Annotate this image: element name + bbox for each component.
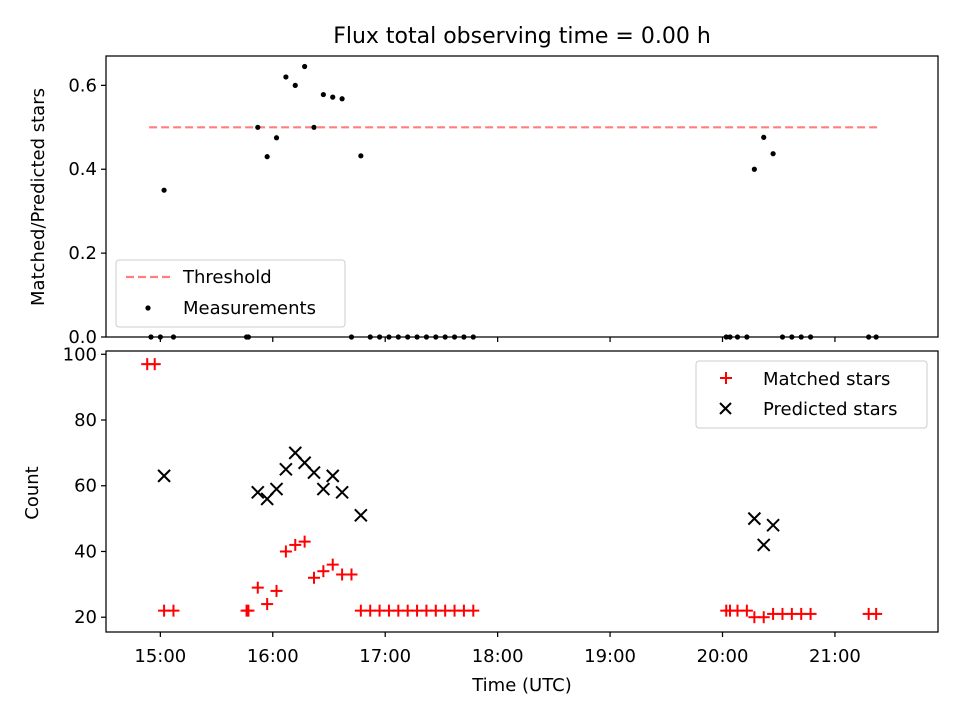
measurements-point-8 <box>273 135 280 141</box>
measurements-legend-swatch <box>145 305 151 311</box>
measurements-legend-label: Measurements <box>183 298 316 319</box>
y-tick-label-0-0: 0.0 <box>68 327 97 348</box>
measurements-point-12 <box>311 124 317 130</box>
bottom-x-ticks: 15:00 16:00 17:00 18:00 19:00 20:00 21:00 <box>134 632 861 667</box>
matched-stars-point-1 <box>148 358 161 371</box>
matched-stars-point-9 <box>279 545 292 558</box>
chart-title: Flux total observing time = 0.00 h <box>333 24 711 49</box>
matched-stars-point-3 <box>167 604 180 617</box>
predicted-stars-point-3 <box>269 482 284 496</box>
matched-stars-point-5 <box>242 604 255 617</box>
matched-stars-point-42 <box>870 607 883 620</box>
y-tick-label-20: 20 <box>74 607 97 628</box>
y-tick-label-0-2: 0.2 <box>68 243 97 264</box>
measurements-point-10 <box>292 82 298 88</box>
x-axis-label-time: Time (UTC) <box>471 675 572 696</box>
flux-ratio-panel: Flux total observing time = 0.00 h Match… <box>28 24 939 348</box>
bottom-legend: Matched stars Predicted stars <box>695 360 928 429</box>
bottom-plot-area <box>141 358 883 624</box>
matched-stars-point-8 <box>270 584 283 597</box>
measurements-point-6 <box>255 124 261 130</box>
measurements-point-2 <box>161 187 167 193</box>
matched-stars-point-13 <box>317 565 330 578</box>
top-x-ticks <box>159 337 836 342</box>
predicted-stars-point-9 <box>326 469 340 483</box>
predicted-legend-label: Predicted stars <box>763 399 897 420</box>
bottom-legend-box <box>695 360 928 429</box>
matched-stars-point-7 <box>261 598 274 611</box>
predicted-stars-point-13 <box>757 538 771 552</box>
y-tick-label-100: 100 <box>63 344 97 365</box>
measurements-point-14 <box>330 94 336 100</box>
x-tick-label-17-00: 17:00 <box>359 646 411 667</box>
measurements-point-34 <box>751 166 757 172</box>
top-axes-frame <box>105 55 939 338</box>
measurements-point-15 <box>339 96 345 102</box>
top-y-ticks: 0.0 0.2 0.4 0.6 <box>68 75 106 348</box>
y-tick-label-0-4: 0.4 <box>68 159 97 180</box>
matched-stars-point-35 <box>757 611 770 624</box>
x-tick-label-19-00: 19:00 <box>584 646 636 667</box>
y-tick-label-40: 40 <box>74 541 97 562</box>
y-tick-label-60: 60 <box>74 476 97 497</box>
predicted-stars-point-8 <box>316 482 331 496</box>
predicted-stars-point-10 <box>335 485 349 500</box>
x-tick-label-18-00: 18:00 <box>472 646 524 667</box>
matched-stars-point-40 <box>804 607 817 620</box>
predicted-stars-point-12 <box>747 511 762 526</box>
predicted-legend-swatch <box>719 402 732 415</box>
top-legend-box <box>115 259 346 328</box>
top-legend: Threshold Measurements <box>115 259 346 328</box>
measurements-point-36 <box>770 151 776 157</box>
predicted-stars-point-7 <box>307 465 321 480</box>
matched-stars-point-16 <box>345 568 358 581</box>
measurements-point-11 <box>302 63 308 70</box>
x-tick-label-21-00: 21:00 <box>809 646 861 667</box>
measurements-point-17 <box>358 153 364 159</box>
matched-stars-point-12 <box>308 571 320 584</box>
threshold-legend-label: Threshold <box>182 267 272 288</box>
bottom-axes-frame <box>105 350 939 633</box>
predicted-stars-point-11 <box>354 508 368 523</box>
y-tick-label-0-6: 0.6 <box>68 75 97 96</box>
x-tick-label-16-00: 16:00 <box>247 646 299 667</box>
measurements-point-7 <box>264 154 270 160</box>
matched-stars-point-6 <box>251 581 264 594</box>
matched-legend-label: Matched stars <box>763 369 890 390</box>
matched-stars-point-33 <box>740 604 753 617</box>
matched-legend-swatch <box>720 372 732 384</box>
x-tick-label-15-00: 15:00 <box>134 646 186 667</box>
predicted-stars-point-14 <box>766 518 780 532</box>
measurements-point-9 <box>283 74 289 80</box>
predicted-stars-point-0 <box>157 469 171 483</box>
measurements-point-13 <box>320 91 326 98</box>
y-axis-label-count: Count <box>22 466 43 519</box>
x-tick-label-20-00: 20:00 <box>697 646 749 667</box>
matched-stars-point-11 <box>298 535 311 548</box>
matched-stars-point-29 <box>467 604 480 617</box>
matched-stars-point-14 <box>326 558 339 571</box>
measurements-point-35 <box>761 134 767 140</box>
y-axis-label-ratio: Matched/Predicted stars <box>28 88 49 306</box>
bottom-y-ticks: 20 40 60 80 100 <box>63 344 106 628</box>
matched-stars-point-10 <box>289 538 302 551</box>
y-tick-label-80: 80 <box>74 410 97 431</box>
predicted-stars-point-1 <box>251 485 265 500</box>
predicted-stars-point-4 <box>279 462 293 477</box>
